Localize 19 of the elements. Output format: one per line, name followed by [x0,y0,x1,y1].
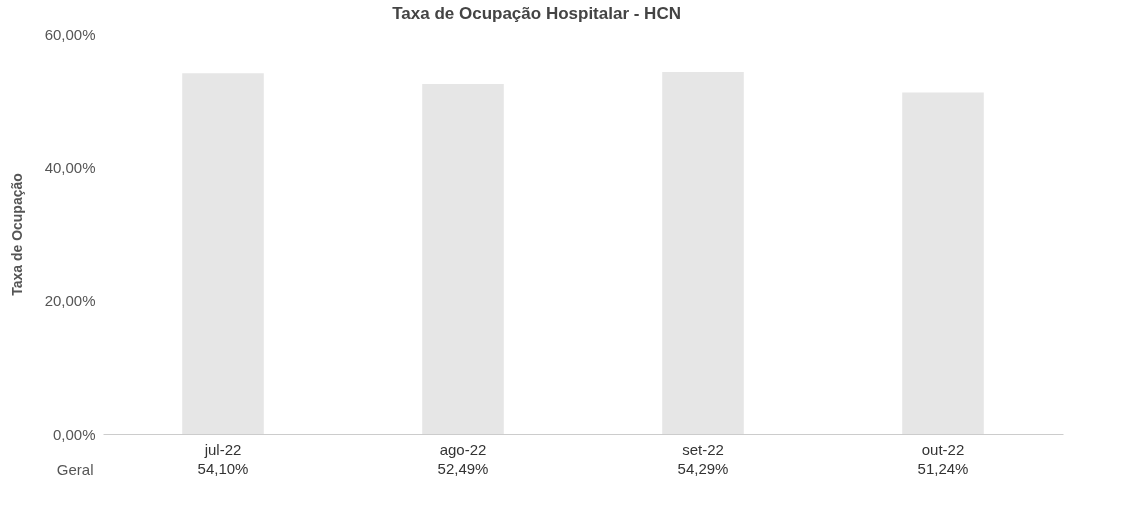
text: Geral [56,460,94,478]
y-axis-title: Taxa de Ocupação [8,173,25,296]
y-tick-label: 40,00% [44,158,96,176]
y-tick-label: 20,00% [44,292,96,310]
bar [662,72,744,434]
bar [182,73,264,434]
x-tick-label: jul-22 [203,440,242,458]
bar [902,92,984,434]
text: 51,24% [917,460,969,477]
x-tick-label: ago-22 [439,440,487,458]
x-tick-label: set-22 [682,440,724,458]
chart-title: Taxa de Ocupação Hospitalar - HCN [392,4,681,23]
text: 54,29% [677,460,729,477]
y-tick-label: 0,00% [52,425,96,443]
bar [422,84,504,434]
y-tick-label: 60,00% [44,25,96,43]
text: 52,49% [437,460,489,477]
text: 54,10% [197,460,249,477]
x-tick-label: out-22 [921,440,965,458]
